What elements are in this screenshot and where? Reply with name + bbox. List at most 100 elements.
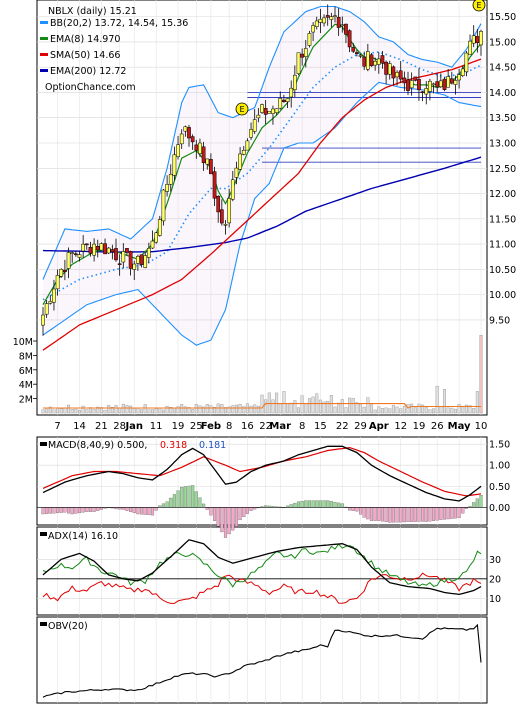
candlesticks xyxy=(41,4,483,336)
macd-tick-label: 0.00 xyxy=(489,503,510,514)
volume-bar xyxy=(289,402,293,414)
candle-body xyxy=(103,243,107,255)
macd-histogram-bar xyxy=(450,507,454,519)
volume-bar xyxy=(161,409,165,414)
macd-histogram-bar xyxy=(74,507,78,514)
volume-bar xyxy=(446,407,450,414)
candle-body xyxy=(340,24,345,27)
volume-bar xyxy=(147,409,151,414)
volume-bar xyxy=(304,403,308,414)
volume-bar xyxy=(333,406,337,414)
macd-histogram-bar xyxy=(406,507,410,523)
macd-histogram-bar xyxy=(191,485,195,508)
macd-histogram-bar xyxy=(56,507,60,514)
date-tick-label: 12 xyxy=(394,421,407,432)
volume-bar xyxy=(249,405,253,414)
volume-bar xyxy=(373,409,377,414)
candle-body xyxy=(449,78,454,84)
date-tick-label: 25 xyxy=(190,421,203,432)
volume-bar xyxy=(286,403,290,414)
candle-body xyxy=(209,159,213,175)
candle-body xyxy=(373,60,377,66)
volume-bar xyxy=(384,407,388,414)
candle-body xyxy=(457,74,461,81)
volume-bar xyxy=(187,407,191,414)
volume-bar xyxy=(99,407,103,414)
volume-bar xyxy=(300,395,304,414)
volume-bar xyxy=(377,406,381,414)
candle-body xyxy=(241,149,246,155)
volume-bar xyxy=(271,399,275,414)
volume-bar xyxy=(125,405,129,414)
date-tick-label: 21 xyxy=(95,421,108,432)
volume-bar xyxy=(70,409,74,414)
macd-histogram-bar xyxy=(205,507,209,510)
macd-histogram-bar xyxy=(45,507,49,514)
macd-histogram-bar xyxy=(399,507,403,523)
volume-bar xyxy=(351,398,355,414)
volume-bar xyxy=(107,405,111,414)
volume-bar xyxy=(234,404,238,414)
price-tick-label: 15.50 xyxy=(489,12,516,23)
volume-bar xyxy=(103,409,107,414)
candle-body xyxy=(132,263,137,270)
macd-histogram-bar xyxy=(48,507,52,514)
macd-histogram-bar xyxy=(180,486,184,508)
candle-body xyxy=(424,88,429,95)
volume-bar xyxy=(260,394,264,414)
macd-histogram-bar xyxy=(63,507,67,513)
candle-body xyxy=(333,15,337,17)
volume-bar xyxy=(194,404,198,414)
volume-bar xyxy=(435,385,439,414)
candle-body xyxy=(154,232,159,243)
candle-body xyxy=(223,224,228,226)
candle-body xyxy=(110,249,115,253)
candle-body xyxy=(329,16,334,20)
candle-body xyxy=(351,47,356,52)
volume-bar xyxy=(41,409,45,414)
volume-bar xyxy=(231,405,235,414)
candle-body xyxy=(198,142,202,154)
support-levels xyxy=(247,91,481,163)
candle-body xyxy=(81,243,86,252)
volume-bar xyxy=(337,402,341,414)
volume-bar xyxy=(143,404,147,414)
candle-body xyxy=(227,198,232,224)
volume-bar xyxy=(132,408,136,414)
volume-bar xyxy=(213,406,217,414)
macd-histogram-bar xyxy=(391,507,395,523)
macd-histogram-bar xyxy=(99,507,103,510)
price-tick-label: 10.50 xyxy=(489,265,516,276)
candle-body xyxy=(238,153,242,170)
candle-body xyxy=(106,247,111,254)
macd-histogram-bar xyxy=(410,507,414,522)
macd-histogram-bar xyxy=(227,507,231,535)
macd-histogram-bar xyxy=(311,500,315,508)
date-tick-label: 7 xyxy=(54,421,60,432)
volume-bar xyxy=(402,405,406,414)
macd-histogram-bar xyxy=(380,507,384,522)
obv-title: OBV(20) xyxy=(48,621,88,632)
macd-histogram-bar xyxy=(435,507,439,521)
macd-histogram-bar xyxy=(318,500,322,508)
candle-body xyxy=(139,254,144,265)
obv-legend: OBV(20) xyxy=(40,621,88,632)
macd-histogram-bar xyxy=(194,491,198,508)
candle-body xyxy=(161,189,166,222)
candle-body xyxy=(70,252,75,254)
macd-histogram-bar xyxy=(220,507,224,533)
macd-histogram-bar xyxy=(223,507,228,538)
date-tick-label: 10 xyxy=(475,421,488,432)
macd-histogram-bar xyxy=(388,507,392,523)
volume-bar xyxy=(388,408,392,414)
macd-histogram-bar xyxy=(373,507,377,521)
candle-body xyxy=(77,254,82,258)
macd-histogram-bar xyxy=(234,507,239,527)
volume-bar xyxy=(209,405,213,414)
candle-body xyxy=(303,48,308,57)
candle-body xyxy=(234,167,239,178)
volume-bar xyxy=(191,409,195,414)
macd-histogram-bar xyxy=(70,507,74,515)
volume-bar xyxy=(311,396,315,414)
